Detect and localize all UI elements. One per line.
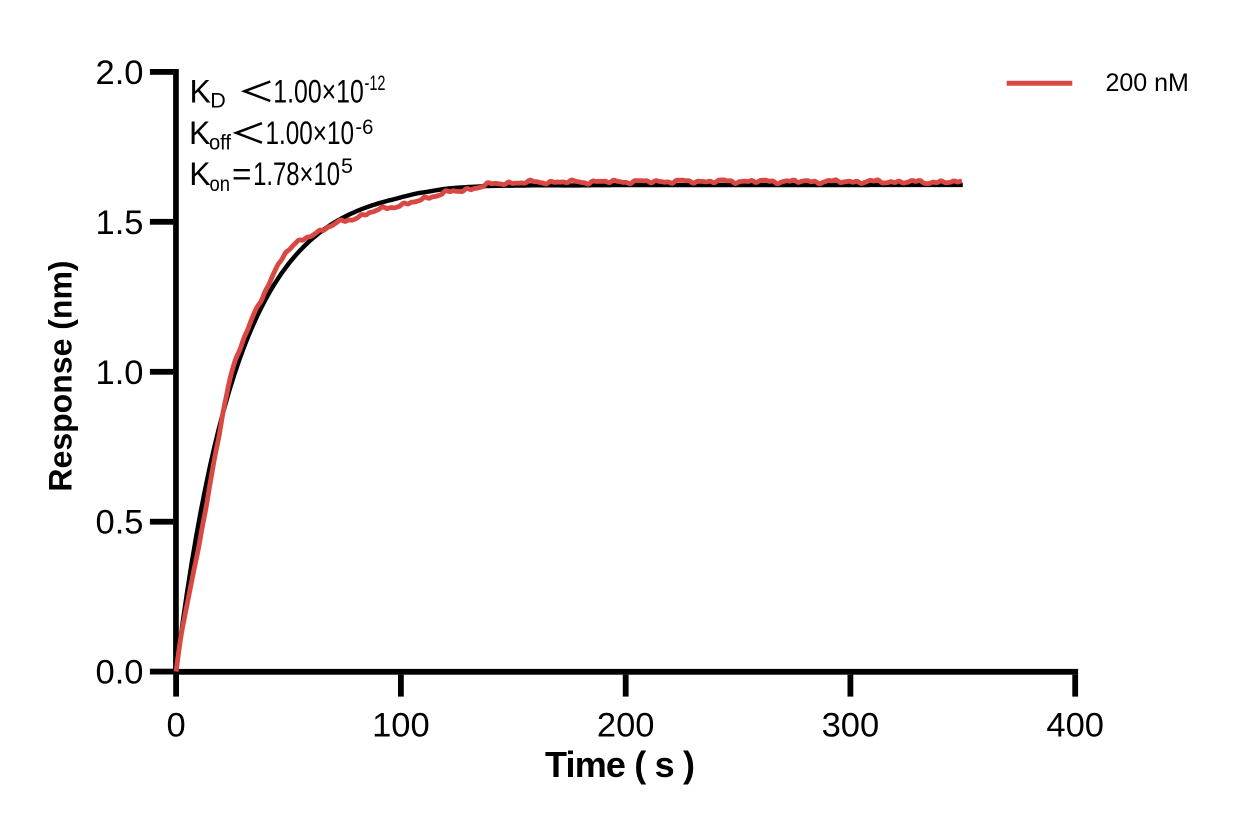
svg-text:K: K xyxy=(189,115,210,151)
svg-text:K: K xyxy=(189,156,210,192)
svg-text:0.5: 0.5 xyxy=(96,504,144,542)
svg-text:-12: -12 xyxy=(365,71,386,95)
svg-text:400: 400 xyxy=(1046,707,1104,745)
svg-text:on: on xyxy=(210,172,231,196)
svg-text:1.00×10: 1.00×10 xyxy=(273,73,364,109)
svg-text:Response (nm): Response (nm) xyxy=(43,260,79,491)
svg-text:100: 100 xyxy=(372,707,430,745)
svg-text:Time ( s ): Time ( s ) xyxy=(545,744,695,785)
svg-text:0.0: 0.0 xyxy=(96,654,144,692)
svg-text:=: = xyxy=(232,156,252,192)
svg-text:200 nM: 200 nM xyxy=(1106,69,1189,97)
svg-text:D: D xyxy=(210,89,226,113)
svg-text:0: 0 xyxy=(167,707,186,745)
svg-text:1.0: 1.0 xyxy=(96,354,144,392)
svg-text:300: 300 xyxy=(822,707,880,745)
svg-text:1.78×10: 1.78×10 xyxy=(253,156,340,192)
svg-text:5: 5 xyxy=(341,154,353,178)
svg-text:1.00×10: 1.00×10 xyxy=(266,115,355,151)
svg-text:2.0: 2.0 xyxy=(96,54,144,92)
svg-text:-6: -6 xyxy=(355,115,373,139)
svg-text:off: off xyxy=(209,130,231,154)
svg-text:200: 200 xyxy=(597,707,655,745)
svg-text:K: K xyxy=(190,73,211,109)
svg-text:1.5: 1.5 xyxy=(96,204,144,242)
